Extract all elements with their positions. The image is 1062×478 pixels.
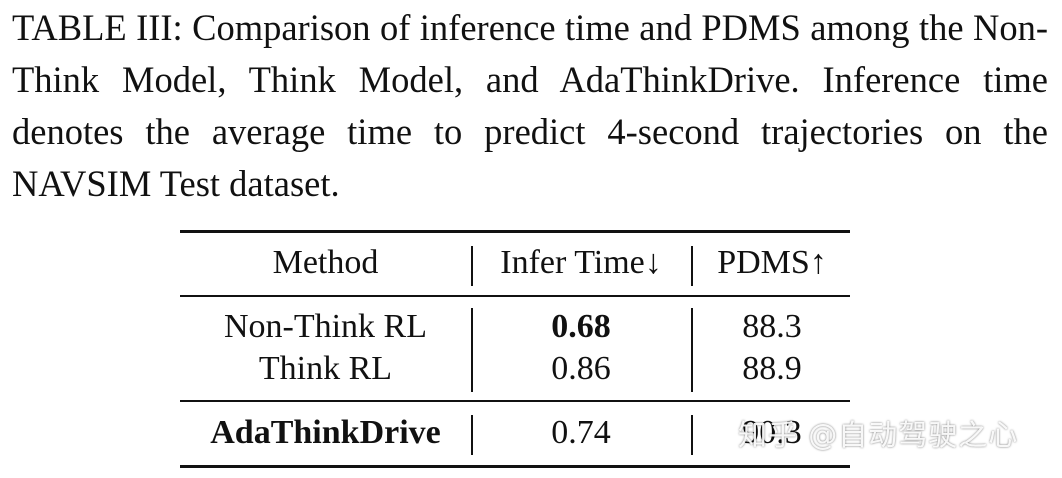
header-separator — [471, 246, 473, 286]
body-separator — [691, 308, 693, 392]
row-pdms: 88.9 — [742, 350, 802, 387]
row-method: Non-Think RL — [223, 308, 428, 345]
body-separator — [471, 308, 473, 392]
row-pdms: 90.3 — [742, 414, 802, 451]
row-method: AdaThinkDrive — [210, 414, 441, 451]
bottom-rule — [180, 465, 850, 468]
row-infer-time: 0.74 — [551, 414, 611, 451]
header-method: Method — [272, 244, 379, 281]
header-infer-time: Infer Time↓ — [500, 244, 662, 281]
group-rule — [180, 400, 850, 402]
table-caption: TABLE III: Comparison of inference time … — [12, 7, 1048, 204]
header-rule — [180, 295, 850, 297]
header-separator — [691, 246, 693, 286]
row-infer-time: 0.86 — [551, 350, 611, 387]
header-pdms: PDMS↑ — [717, 244, 827, 281]
body-separator — [471, 415, 473, 455]
row-method: Think RL — [258, 350, 393, 387]
row-infer-time: 0.68 — [551, 308, 611, 345]
top-rule — [180, 230, 850, 233]
row-pdms: 88.3 — [742, 308, 802, 345]
body-separator — [691, 415, 693, 455]
watermark: 知乎 @自动驾驶之心 — [738, 418, 1019, 452]
